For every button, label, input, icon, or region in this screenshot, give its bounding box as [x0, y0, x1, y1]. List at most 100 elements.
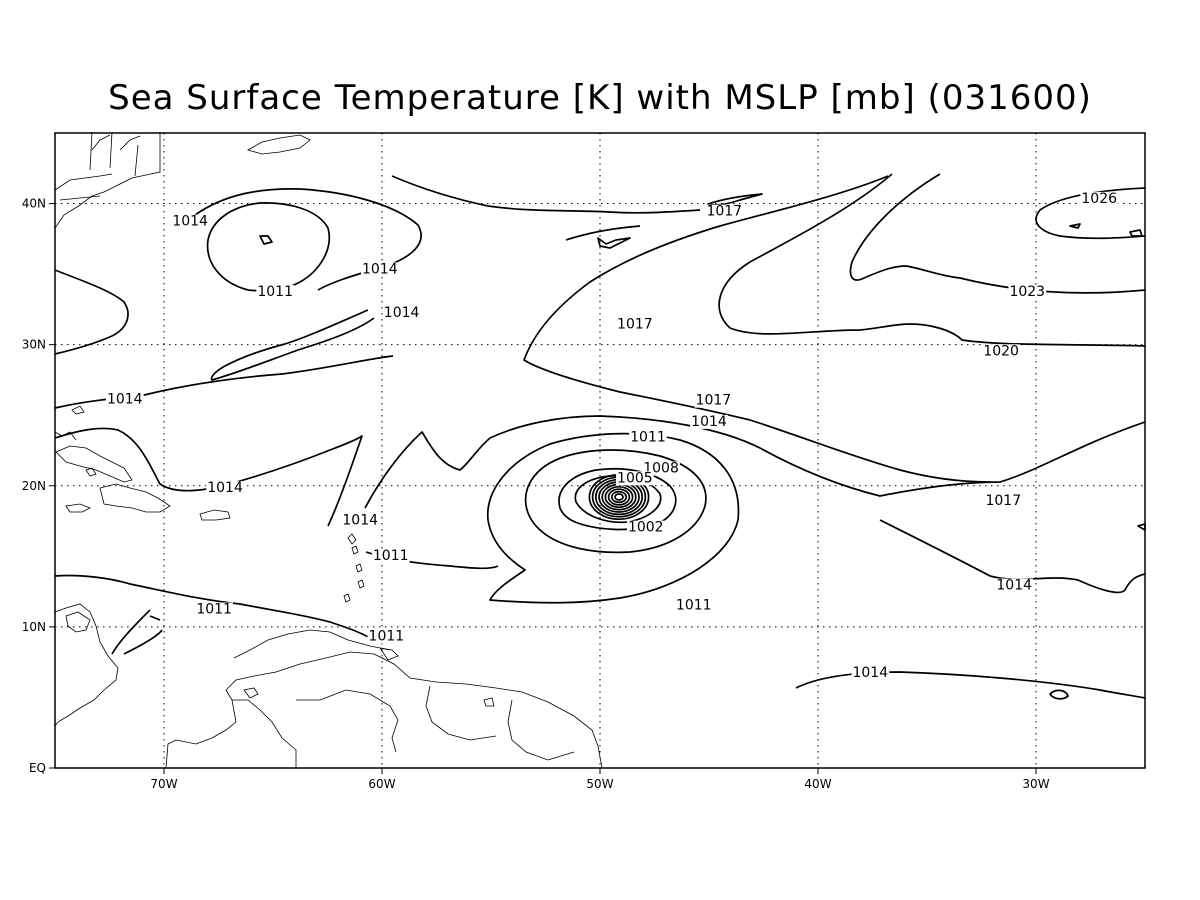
contour-label: 1017 [706, 204, 742, 220]
nova-scotia-coast [246, 134, 311, 155]
contour-label: 1017 [696, 393, 732, 409]
puerto-rico-coast [199, 509, 231, 521]
contour-label: 1014 [342, 513, 378, 529]
storm-core-ring-4 [601, 483, 637, 511]
bahamas-islands [71, 405, 97, 477]
lat-tick-label: 40N [22, 197, 46, 211]
coastlines [54, 131, 603, 769]
lon-tick-label: 50W [586, 777, 613, 791]
contour-label: 1023 [1009, 284, 1045, 300]
contour-label: 1014 [996, 578, 1032, 594]
north-america-coast [54, 132, 161, 229]
map-title: Sea Surface Temperature [K] with MSLP [m… [108, 78, 1092, 118]
lat-tick-label: 30N [22, 338, 46, 352]
cuba-coast [55, 445, 133, 483]
contour-label-bg [1008, 285, 1047, 300]
lon-tick-label: 40W [804, 777, 831, 791]
contour-label: 1014 [107, 391, 143, 407]
contour-label-bg [995, 578, 1034, 593]
contour-label: 1020 [983, 343, 1019, 359]
contour-label-bg [616, 471, 654, 486]
contour-label-bg [195, 602, 233, 617]
contour-label-bg [1080, 191, 1119, 206]
contour-label: 1011 [369, 628, 405, 644]
contour-label: 1026 [1081, 191, 1117, 207]
contour-label-bg [206, 481, 244, 496]
contour-label-bg [360, 262, 399, 277]
storm-core-ring-1 [610, 490, 628, 504]
isobar-1017-blob [597, 237, 631, 249]
venezuela-north-coast [233, 629, 391, 659]
isobar-closed-stub [1137, 523, 1146, 531]
lon-tick-label: 30W [1022, 777, 1049, 791]
lesser-antilles [343, 533, 365, 603]
contour-label-bg [705, 204, 744, 219]
contour-label: 1014 [172, 213, 208, 229]
south-america-borders [232, 685, 575, 768]
contour-label-bg [371, 548, 410, 563]
isobar-1011-small [259, 235, 273, 245]
isobar-1002 [574, 474, 662, 524]
contour-labels: 1014 1011 1014 1014 1014 1014 1014 1011 1011 1011… [105, 191, 1119, 681]
isobar-1014-mid [54, 355, 394, 409]
storm-core-ring-0 [614, 493, 624, 501]
isobar-1026-bits [1069, 223, 1143, 237]
lat-tick-label: 20N [22, 479, 46, 493]
contour-label: 1011 [257, 284, 293, 300]
axis-labels: 40N 30N 20N 10N EQ 70W 60W 50W 40W 30W [22, 197, 1050, 791]
contour-label-bg [616, 317, 654, 332]
contour-label-bg [984, 493, 1023, 508]
isobar-1014-south-east [795, 671, 1146, 699]
storm-core-ring-2 [607, 488, 631, 506]
contour-label: 1014 [362, 261, 398, 277]
isobar-1014-west [54, 269, 129, 355]
lon-tick-label: 70W [150, 777, 177, 791]
lake-maracaibo [243, 687, 495, 707]
central-america-coast [54, 603, 119, 727]
isobar-1017-cut [565, 225, 641, 241]
lat-tick-label: 10N [22, 620, 46, 634]
isobar-1011-caribbean [111, 609, 163, 655]
contour-label: 1014 [384, 305, 420, 321]
contour-label: 1017 [617, 317, 653, 333]
contour-label-bg [171, 214, 210, 229]
contour-label-bg [851, 666, 890, 681]
contour-label: 1014 [852, 665, 888, 681]
isobar-1011-west [54, 574, 375, 641]
lon-tick-label: 60W [368, 777, 395, 791]
contour-label-bg [105, 392, 144, 407]
contour-label: 1002 [628, 520, 664, 536]
contour-label-bg [367, 629, 406, 644]
contour-label: 1011 [630, 429, 666, 445]
contour-label-bg [626, 520, 665, 535]
contour-label-bg [256, 285, 295, 300]
hispaniola-coast [99, 483, 171, 513]
isobar-low-north-1011 [206, 202, 331, 292]
contour-label: 1014 [691, 414, 727, 430]
contour-label-bg [982, 344, 1020, 359]
jamaica-coast [65, 503, 91, 513]
mslp-contours [54, 173, 1146, 700]
contour-label: 1011 [676, 597, 712, 613]
north-america-interior-borders [59, 131, 139, 201]
isobar-1005 [558, 467, 677, 531]
contour-label-bg [341, 513, 380, 528]
contour-label: 1005 [617, 470, 653, 486]
lat-tick-label: EQ [29, 761, 46, 775]
storm-core-ring-3 [604, 485, 634, 509]
contour-label: 1017 [985, 493, 1021, 509]
isobar-1017-center [391, 175, 701, 214]
contour-label: 1011 [373, 548, 409, 564]
contour-label-bg [694, 393, 733, 408]
contour-label-bg [382, 306, 421, 321]
trinidad-coast [379, 647, 399, 661]
isobar-1017-tongue [523, 175, 991, 483]
contour-label-bg [629, 430, 667, 445]
isobar-1014-tongue [210, 309, 375, 381]
isobar-1014-east [879, 519, 1146, 594]
contour-label: 1011 [196, 602, 232, 618]
isobar-1020 [718, 173, 1146, 347]
contour-label-bg [674, 598, 713, 613]
isobar-1014-closed-se [1049, 689, 1069, 700]
